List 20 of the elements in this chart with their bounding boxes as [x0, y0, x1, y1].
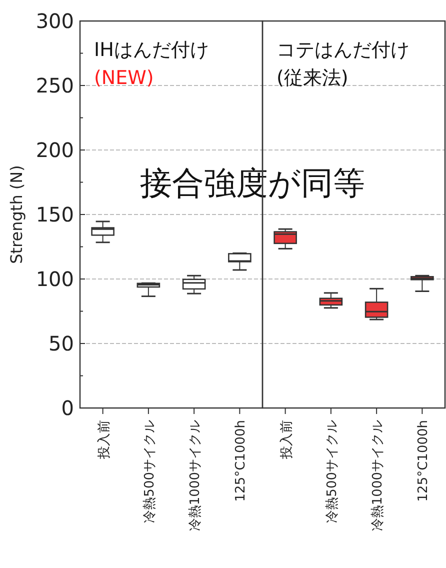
y-tick-label: 150 — [36, 202, 74, 226]
y-tick-label: 300 — [36, 9, 74, 33]
text: コテはんだ付け — [276, 39, 410, 61]
text: IHはんだ付け — [94, 39, 209, 61]
x-tick-label: 125°C1000h — [234, 420, 249, 502]
y-axis-title: Strength (N) — [7, 165, 26, 264]
y-tick-label: 50 — [48, 332, 74, 356]
x-tick-label: 125°C1000h — [416, 420, 432, 502]
x-tick-label: 冷熱500サイクル — [142, 420, 158, 523]
x-tick-label: 冷熱1000サイクル — [370, 420, 386, 532]
x-tick-label: 冷熱1000サイクル — [188, 420, 204, 532]
x-tick-label: 冷熱500サイクル — [324, 420, 340, 523]
x-tick-label: 投入前 — [96, 420, 112, 460]
x-tick-label: 投入前 — [279, 420, 294, 460]
y-tick-label: 200 — [36, 138, 74, 162]
y-tick-label: 0 — [61, 396, 74, 420]
y-tick-label: 250 — [36, 74, 74, 98]
text: (従来法) — [276, 67, 348, 89]
y-tick-label: 100 — [36, 267, 74, 291]
text: (NEW) — [94, 67, 154, 89]
